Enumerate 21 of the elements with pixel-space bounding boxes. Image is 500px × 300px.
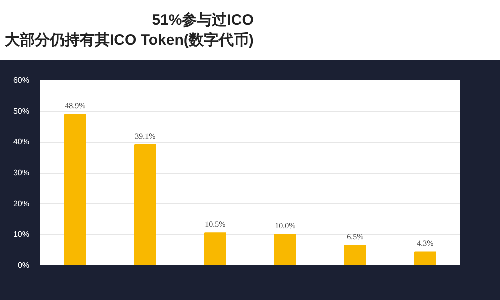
data-label: 48.9%	[65, 102, 86, 111]
chart-title: 51%参与过ICO	[152, 12, 254, 29]
y-tick-label: 60%	[13, 76, 30, 85]
y-tick-label: 30%	[13, 168, 30, 178]
data-label: 6.5%	[347, 232, 364, 242]
y-tick-label: 50%	[13, 106, 30, 116]
chart-subtitle: 大部分仍持有其ICO Token(数字代币)	[5, 32, 254, 49]
y-tick-label: 20%	[13, 199, 30, 208]
bar	[204, 232, 226, 266]
bar	[134, 144, 156, 266]
data-label: 10.0%	[275, 222, 296, 231]
bar	[344, 244, 366, 266]
bar	[414, 252, 436, 266]
y-tick-label: 40%	[13, 138, 30, 147]
data-label: 39.1%	[135, 132, 156, 141]
y-tick-label: 0%	[18, 261, 30, 270]
data-label: 4.3%	[417, 239, 434, 248]
y-tick-label: 10%	[13, 230, 30, 240]
bar	[64, 114, 86, 266]
data-label: 10.5%	[205, 220, 226, 230]
bar	[274, 234, 296, 266]
